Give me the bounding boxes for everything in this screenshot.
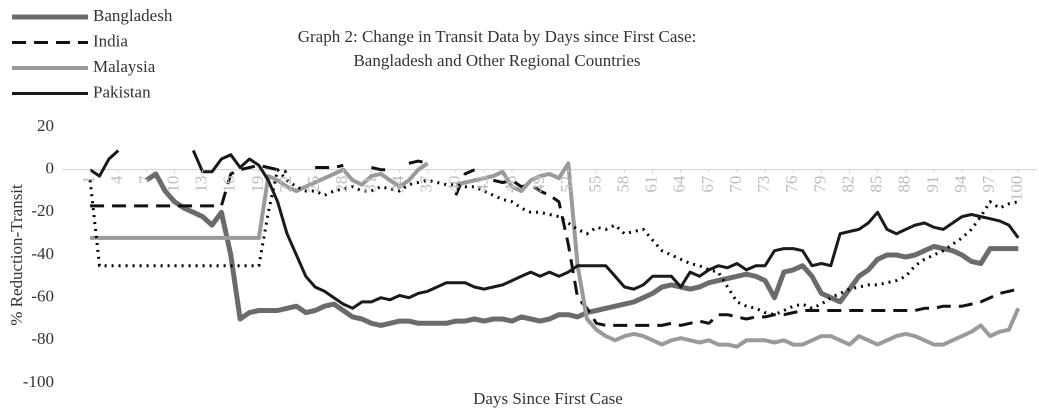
series-line [371,166,391,172]
y-tick-label: 20 [37,116,54,135]
x-tick-label: 10 [163,176,182,193]
x-tick-label: 4 [107,175,126,184]
x-tick-label: 22 [276,176,295,193]
x-tick-label: 82 [838,176,857,193]
x-tick-label: 67 [698,175,717,193]
legend-label: Pakistan [93,82,151,101]
x-tick-label: 34 [388,175,407,193]
y-tick-label: 0 [46,159,55,178]
legend-label: Malaysia [93,57,156,76]
x-tick-label: 19 [248,176,267,193]
y-tick-label: -80 [31,329,54,348]
x-tick-label: 61 [642,176,661,193]
series-line [88,168,1019,317]
x-tick-label: 55 [585,176,604,193]
x-tick-label: 37 [417,175,436,193]
series-line [315,163,344,169]
series-line [90,161,429,240]
series-line [455,161,1021,349]
x-tick-label: 31 [360,176,379,193]
x-tick-label: 88 [895,176,914,193]
x-tick-label: 73 [754,176,773,193]
x-tick-label: 79 [810,176,829,193]
x-tick-label: 49 [529,176,548,193]
x-tick-label: 1 [79,176,98,185]
x-axis-title: Days Since First Case [473,389,623,408]
chart-title: Bangladesh and Other Regional Countries [353,51,640,70]
series-line [90,163,288,208]
x-tick-label: 64 [670,175,689,193]
series-line [408,159,428,165]
x-tick-label: 7 [135,175,154,184]
series-line [89,149,120,178]
x-tick-label: 13 [192,176,211,193]
x-tick-label: 16 [220,176,239,193]
x-tick-label: 100 [1007,176,1026,202]
y-tick-label: -100 [23,372,54,391]
x-tick-label: 97 [979,175,998,193]
x-tick-label: 85 [867,176,886,193]
legend-label: Bangladesh [93,6,173,25]
x-tick-label: 52 [557,176,576,193]
y-tick-label: -40 [31,244,54,263]
chart-title: Graph 2: Change in Transit Data by Days … [298,27,697,46]
x-tick-label: 58 [613,176,632,193]
series-line [144,171,1019,328]
x-tick-label: 40 [445,176,464,193]
x-tick-label: 70 [726,176,745,193]
x-tick-label: 28 [332,176,351,193]
x-tick-label: 91 [923,176,942,193]
series-line [454,168,476,196]
x-tick-label: 76 [782,176,801,193]
y-axis-title: % Reduction-Transit [7,184,26,326]
y-tick-label: -60 [31,287,54,306]
y-tick-label: -20 [31,201,54,220]
series-line [191,149,1020,310]
legend-label: India [93,31,128,50]
x-tick-label: 46 [501,176,520,193]
x-tick-label: 94 [951,175,970,193]
x-tick-label: 25 [304,176,323,193]
x-tick-label: 43 [473,176,492,193]
